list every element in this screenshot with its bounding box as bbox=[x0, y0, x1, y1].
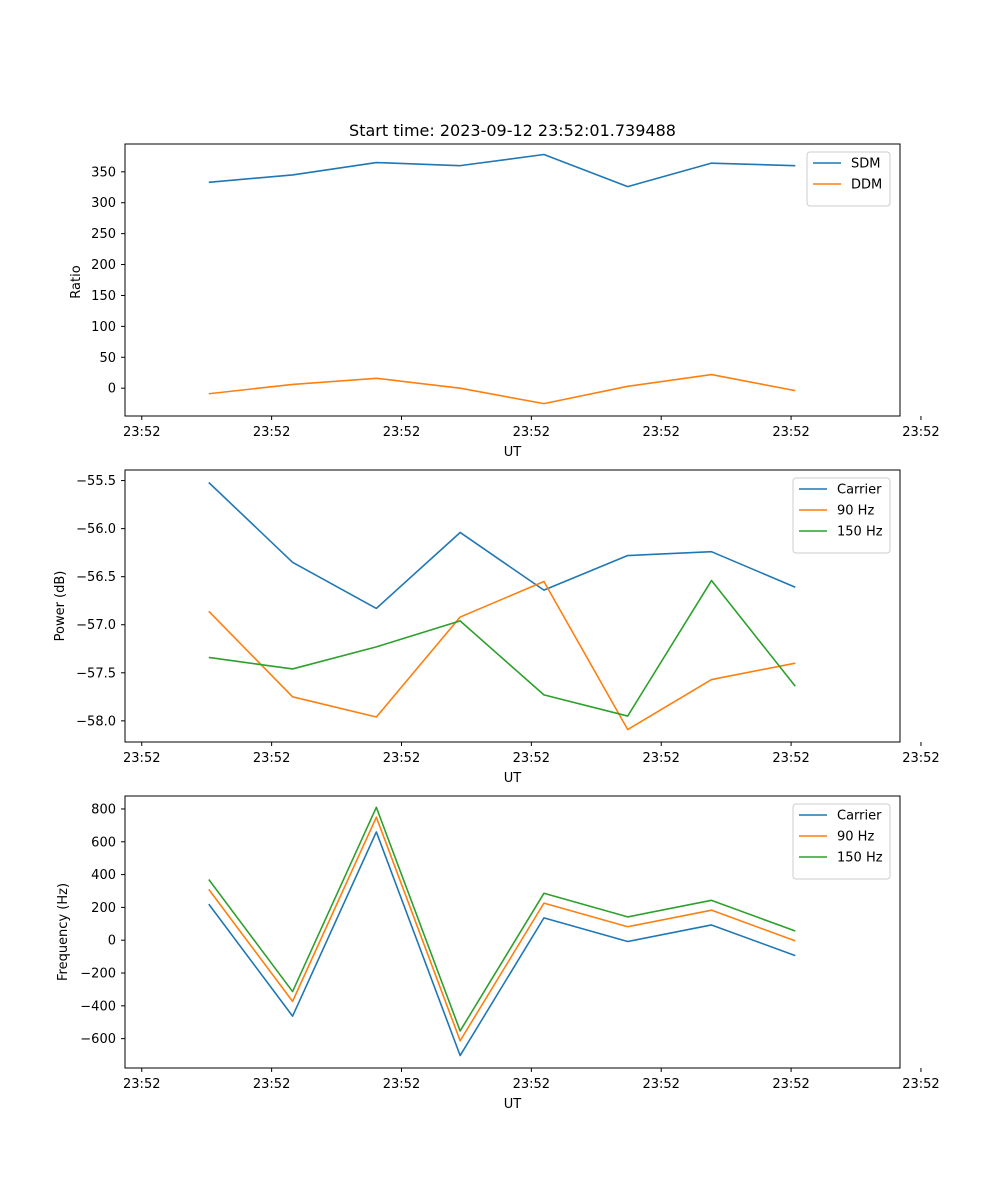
frequency-y-axis-label: Frequency (Hz) bbox=[56, 883, 71, 981]
ratio-legend-box bbox=[806, 151, 891, 207]
ratio-x-axis-label: UT bbox=[504, 445, 522, 460]
power-legend-label: 90 Hz bbox=[837, 504, 874, 519]
power-x-tick-label: 23:52 bbox=[123, 751, 160, 766]
ratio-x-tick-label: 23:52 bbox=[253, 425, 290, 440]
ratio-y-tick-label: 300 bbox=[91, 196, 116, 211]
ratio-legend-label: SDM bbox=[851, 157, 880, 172]
frequency-legend-label: Carrier bbox=[837, 809, 882, 824]
frequency-x-tick-label: 23:52 bbox=[513, 1077, 550, 1092]
ratio-y-axis-label: Ratio bbox=[69, 265, 84, 298]
frequency-legend-label: 150 Hz bbox=[837, 851, 883, 866]
ratio-series-sdm-line bbox=[208, 153, 796, 188]
frequency-x-tick-label: 23:52 bbox=[642, 1077, 679, 1092]
frequency-y-tick-label: −600 bbox=[80, 1032, 116, 1047]
frequency-x-tick-label: 23:52 bbox=[123, 1077, 160, 1092]
ratio-legend-label: DDM bbox=[851, 178, 882, 193]
frequency-y-tick-label: 0 bbox=[108, 934, 116, 949]
frequency-y-tick-label: 400 bbox=[91, 868, 116, 883]
chart-title: Start time: 2023-09-12 23:52:01.739488 bbox=[349, 121, 676, 140]
power-y-tick-label: −56.0 bbox=[76, 522, 116, 537]
frequency-axes-frame bbox=[124, 795, 901, 1069]
ratio-x-tick-label: 23:52 bbox=[383, 425, 420, 440]
frequency-panel: UT Frequency (Hz) 23:52 23:52 23:52 23:52 23… bbox=[56, 795, 940, 1112]
frequency-legend-label: 90 Hz bbox=[837, 830, 874, 845]
ratio-x-tick-label: 23:52 bbox=[902, 425, 939, 440]
power-x-tick-label: 23:52 bbox=[383, 751, 420, 766]
ratio-axes-frame bbox=[124, 143, 901, 417]
frequency-series-150-hz-line bbox=[208, 806, 796, 1032]
frequency-legend-box bbox=[792, 803, 891, 880]
power-series-90-hz-line bbox=[208, 580, 796, 731]
ratio-x-tick-label: 23:52 bbox=[123, 425, 160, 440]
power-axes-frame bbox=[124, 469, 901, 743]
ratio-series-ddm-line bbox=[208, 373, 796, 405]
frequency-y-tick-label: 200 bbox=[91, 901, 116, 916]
power-y-tick-label: −56.5 bbox=[76, 570, 116, 585]
frequency-y-tick-label: −400 bbox=[80, 999, 116, 1014]
frequency-x-axis-label: UT bbox=[504, 1097, 522, 1112]
frequency-y-tick-label: 600 bbox=[91, 835, 116, 850]
power-x-tick-label: 23:52 bbox=[513, 751, 550, 766]
frequency-y-tick-label: 800 bbox=[91, 802, 116, 817]
power-y-tick-label: −58.0 bbox=[76, 714, 116, 729]
ratio-y-tick-label: 250 bbox=[91, 227, 116, 242]
frequency-x-tick-label: 23:52 bbox=[253, 1077, 290, 1092]
ratio-y-tick-label: 200 bbox=[91, 258, 116, 273]
ratio-y-tick-label: 50 bbox=[99, 351, 116, 366]
frequency-x-tick-label: 23:52 bbox=[383, 1077, 420, 1092]
ratio-legend: SDM DDM bbox=[806, 151, 891, 207]
frequency-x-tick-label: 23:52 bbox=[902, 1077, 939, 1092]
power-panel: UT Power (dB) 23:52 23:52 23:52 23:52 23:52 2… bbox=[53, 469, 940, 786]
frequency-series-90-hz-line bbox=[208, 816, 796, 1042]
power-y-tick-label: −57.0 bbox=[76, 618, 116, 633]
power-series-150-hz-line bbox=[208, 579, 796, 717]
power-y-tick-label: −57.5 bbox=[76, 666, 116, 681]
power-x-tick-label: 23:52 bbox=[772, 751, 809, 766]
ratio-x-tick-label: 23:52 bbox=[513, 425, 550, 440]
frequency-series-carrier-line bbox=[208, 831, 796, 1057]
frequency-y-tick-label: −200 bbox=[80, 967, 116, 982]
ratio-panel: Start time: 2023-09-12 23:52:01.739488 U… bbox=[69, 121, 940, 460]
power-x-tick-label: 23:52 bbox=[253, 751, 290, 766]
power-legend: Carrier 90 Hz 150 Hz bbox=[792, 477, 891, 554]
power-legend-box bbox=[792, 477, 891, 554]
ratio-y-tick-label: 0 bbox=[108, 382, 116, 397]
power-y-tick-label: −55.5 bbox=[76, 474, 116, 489]
power-x-tick-label: 23:52 bbox=[642, 751, 679, 766]
power-y-axis-label: Power (dB) bbox=[53, 571, 68, 642]
power-legend-label: Carrier bbox=[837, 483, 882, 498]
frequency-x-tick-label: 23:52 bbox=[772, 1077, 809, 1092]
ratio-x-tick-label: 23:52 bbox=[642, 425, 679, 440]
power-legend-label: 150 Hz bbox=[837, 525, 883, 540]
ratio-x-tick-label: 23:52 bbox=[772, 425, 809, 440]
power-x-axis-label: UT bbox=[504, 771, 522, 786]
power-series-carrier-line bbox=[208, 481, 796, 610]
power-x-tick-label: 23:52 bbox=[902, 751, 939, 766]
ratio-y-tick-label: 350 bbox=[91, 165, 116, 180]
ratio-y-tick-label: 150 bbox=[91, 289, 116, 304]
ratio-y-tick-label: 100 bbox=[91, 320, 116, 335]
frequency-legend: Carrier 90 Hz 150 Hz bbox=[792, 803, 891, 880]
